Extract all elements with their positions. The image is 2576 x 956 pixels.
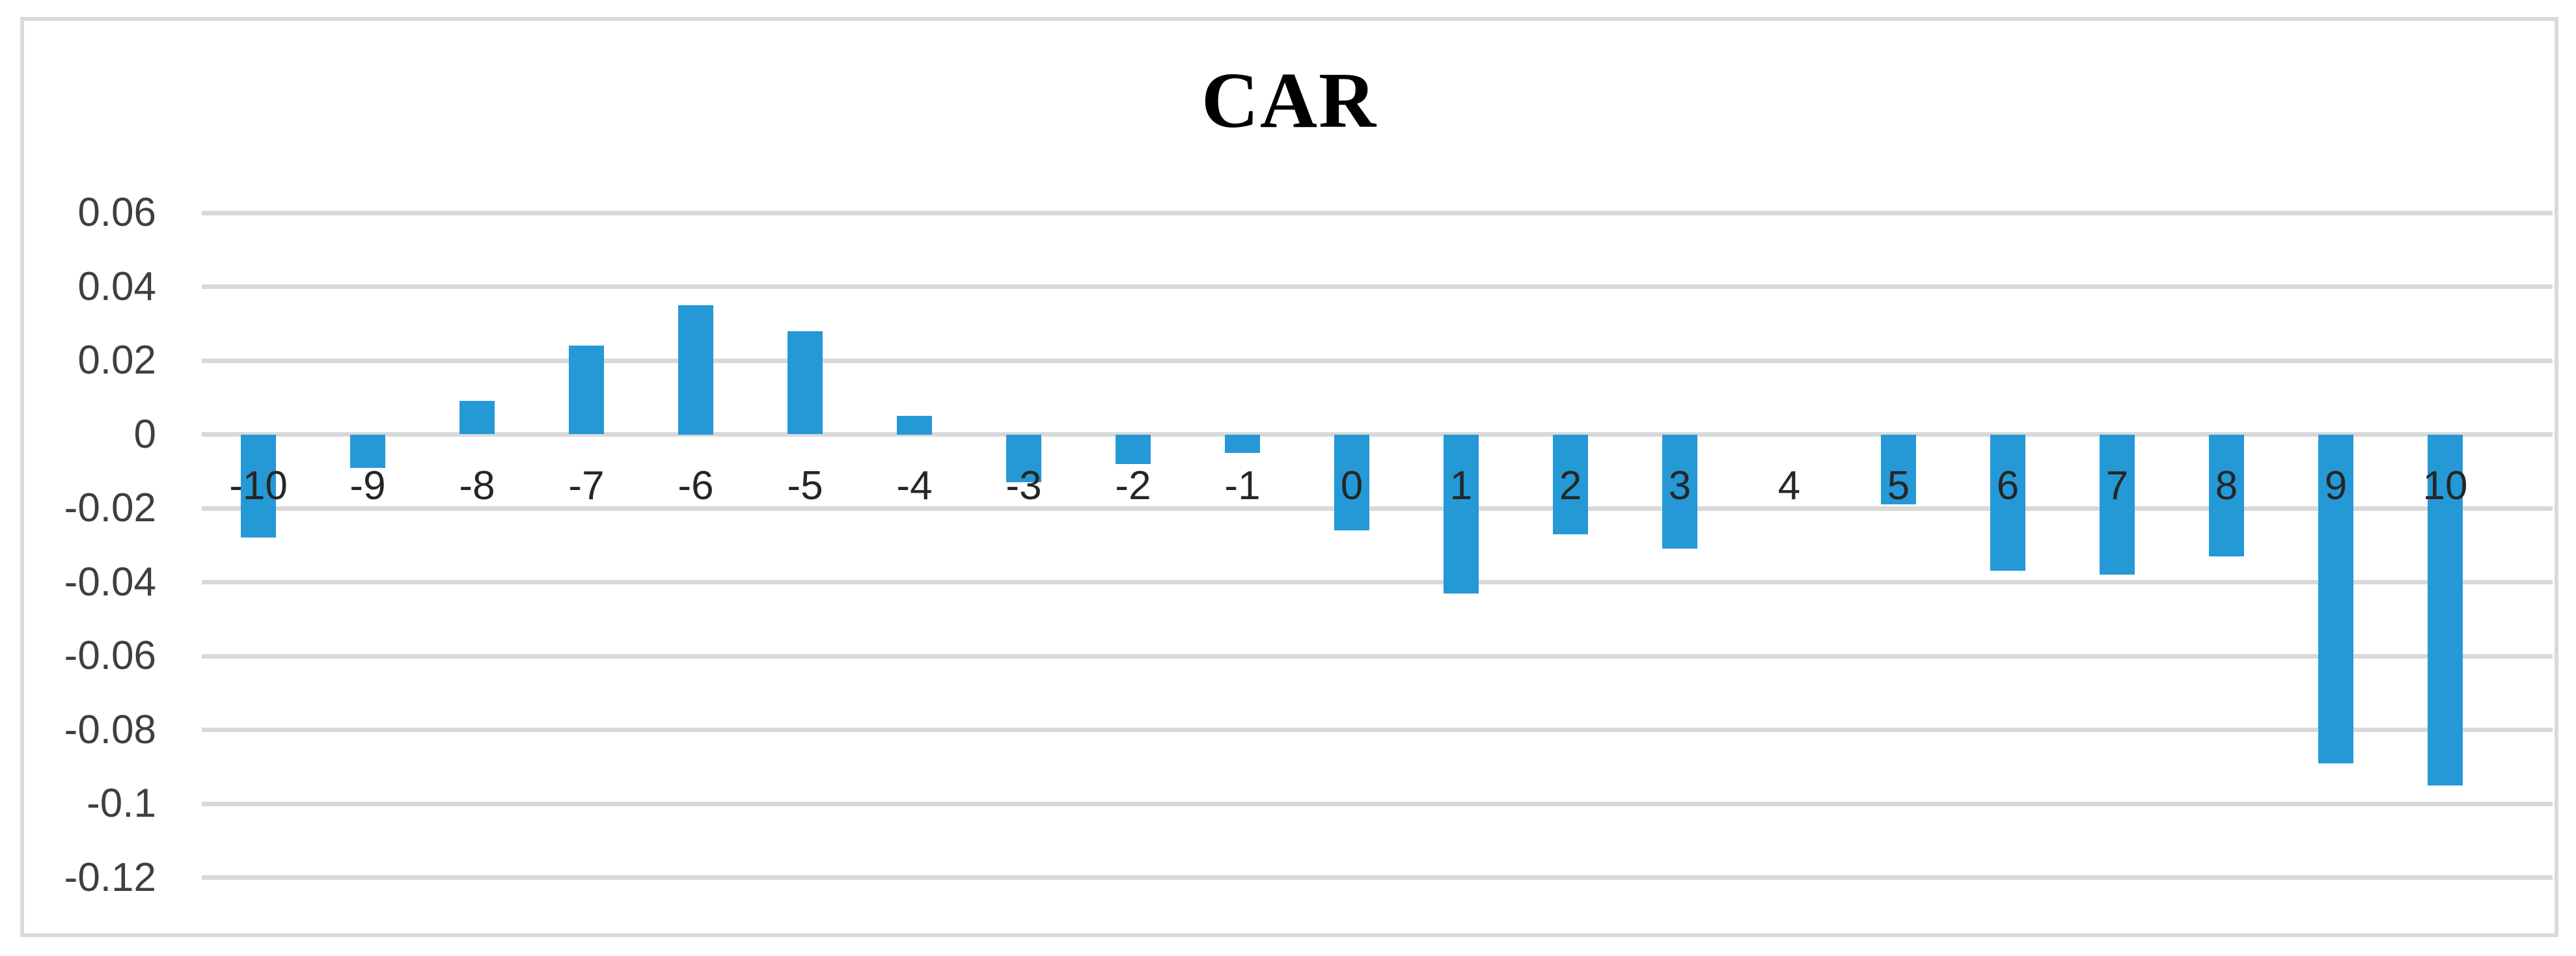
y-gridline (202, 653, 2553, 659)
y-axis-tick-label: 0.04 (77, 264, 156, 309)
y-gridline (202, 801, 2553, 806)
bar--2 (1116, 434, 1151, 464)
y-gridline (202, 506, 2553, 511)
bar--8 (459, 401, 495, 435)
x-axis-tick-label: -1 (1224, 463, 1261, 508)
y-gridline (202, 284, 2553, 289)
bar--4 (897, 416, 932, 435)
y-axis-tick-label: -0.02 (64, 485, 156, 530)
x-axis-tick-label: -3 (1006, 463, 1042, 508)
bar-7 (2100, 434, 2135, 575)
y-axis-tick-label: -0.1 (87, 781, 156, 826)
bar--10 (241, 434, 276, 538)
bar-1 (1444, 434, 1479, 594)
y-axis-tick-label: 0.02 (77, 338, 156, 383)
bar-3 (1662, 434, 1697, 549)
y-gridline (202, 358, 2553, 363)
y-gridline (202, 580, 2553, 584)
bar--3 (1006, 434, 1041, 483)
y-axis-tick-label: -0.08 (64, 707, 156, 752)
x-axis-tick-label: 8 (2215, 463, 2238, 508)
bar--1 (1225, 434, 1260, 453)
x-axis-tick-label: 9 (2324, 463, 2348, 508)
x-axis-tick-label: -4 (896, 463, 933, 508)
x-axis-tick-label: 1 (1449, 463, 1473, 508)
bar-2 (1553, 434, 1588, 534)
bar--6 (678, 305, 713, 435)
x-axis-tick-label: -6 (678, 463, 714, 508)
y-gridline (202, 875, 2553, 880)
x-axis-tick-label: 2 (1559, 463, 1582, 508)
bar-8 (2209, 434, 2244, 556)
bar--9 (350, 434, 385, 468)
bar--7 (569, 346, 604, 435)
x-axis-tick-label: -8 (459, 463, 495, 508)
x-axis-tick-label: -5 (787, 463, 823, 508)
x-axis-tick-label: -10 (229, 463, 288, 508)
x-axis-tick-label: 10 (2422, 463, 2468, 508)
y-axis-tick-label: -0.04 (64, 559, 156, 605)
x-axis-tick-label: 6 (1996, 463, 2020, 508)
y-gridline (202, 210, 2553, 215)
y-gridline (202, 728, 2553, 732)
x-axis-tick-label: 4 (1777, 463, 1801, 508)
y-axis-tick-label: 0.06 (77, 190, 156, 235)
x-axis-tick-label: -2 (1115, 463, 1151, 508)
x-axis-tick-label: 5 (1887, 463, 1910, 508)
x-axis-tick-label: -9 (349, 463, 386, 508)
x-axis-tick-label: 0 (1340, 463, 1363, 508)
y-gridline (202, 432, 2553, 437)
x-axis-tick-label: -7 (568, 463, 605, 508)
y-axis-tick-label: -0.12 (64, 854, 156, 900)
y-axis-tick-label: -0.06 (64, 633, 156, 678)
chart-title: CAR (1201, 57, 1378, 144)
figure-border (20, 17, 2558, 937)
y-axis-tick-label: 0 (133, 411, 156, 457)
bar-10 (2428, 434, 2463, 785)
bar-5 (1881, 434, 1916, 505)
bar-6 (1990, 434, 2025, 571)
bar-9 (2318, 434, 2353, 763)
x-axis-tick-label: 7 (2105, 463, 2129, 508)
x-axis-tick-label: 3 (1668, 463, 1692, 508)
bar-0 (1334, 434, 1369, 531)
bar--5 (788, 331, 823, 435)
